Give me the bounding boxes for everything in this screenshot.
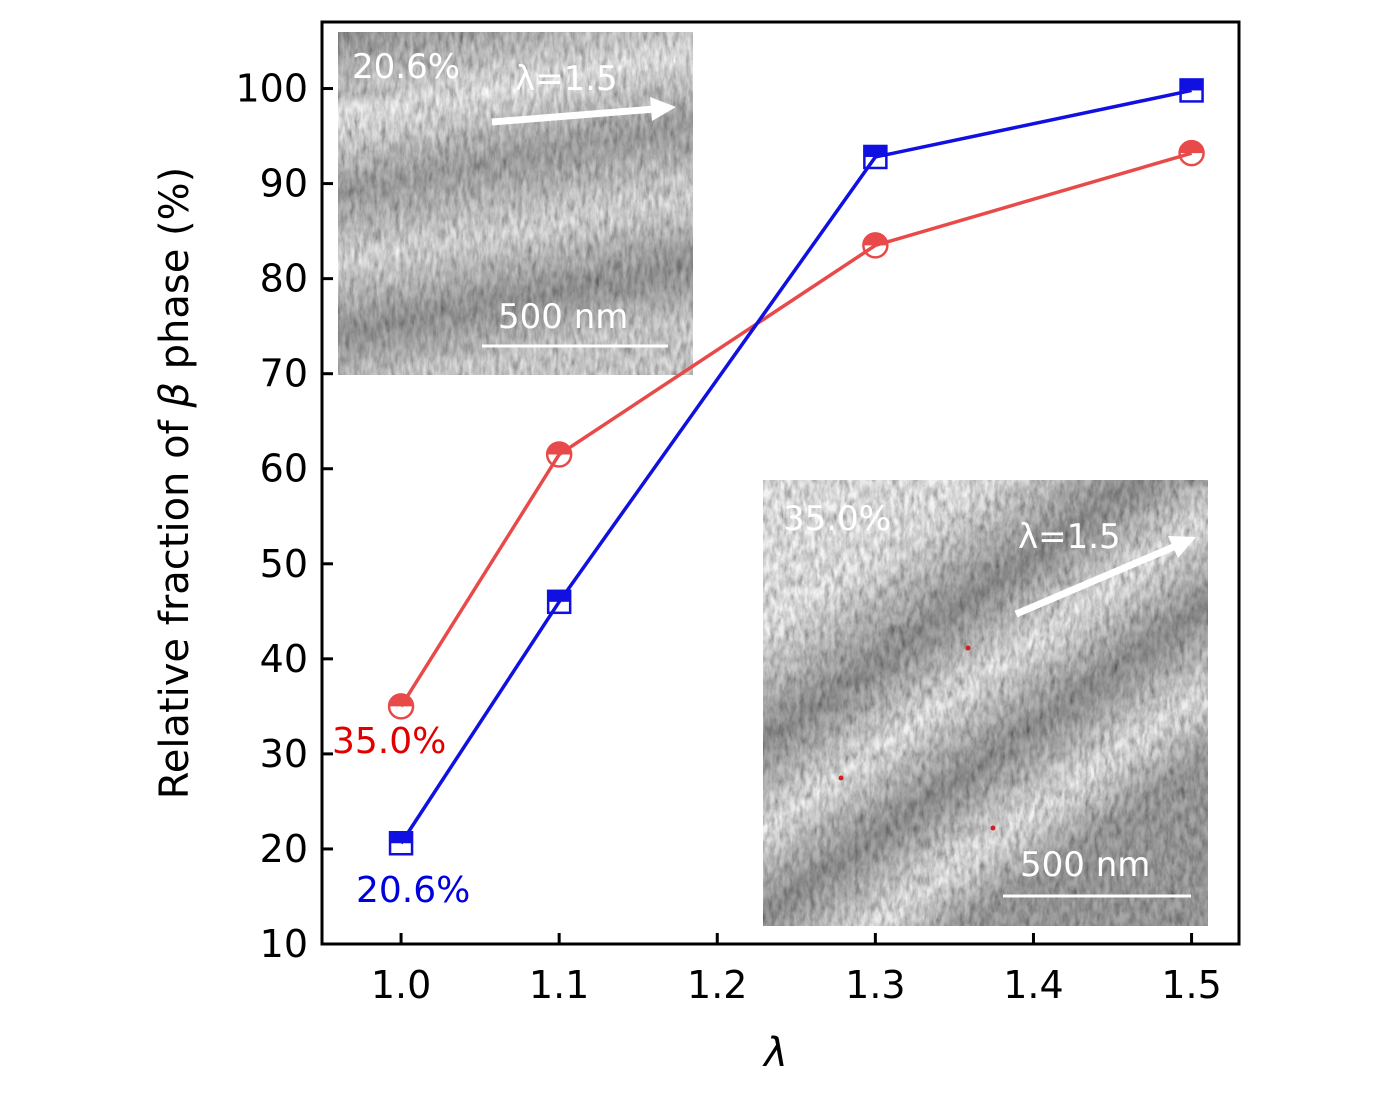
inset-top-left-arrow-shaft <box>491 105 656 126</box>
marker-fill <box>864 145 887 157</box>
inset-top-left: 20.6% λ=1.5 500 nm <box>338 32 693 375</box>
y-tick-label: 80 <box>260 257 308 301</box>
marker-fill <box>390 832 413 844</box>
marker-outline <box>545 441 573 468</box>
inset-bottom-right-stretch: λ=1.5 <box>1018 517 1121 557</box>
inset-top-left-arrow-head-icon <box>650 97 676 121</box>
y-tick-label: 60 <box>260 447 308 491</box>
plot-frame <box>320 20 1241 946</box>
x-tick-label: 1.2 <box>687 963 747 1007</box>
inset-bottom-right: 35.0% λ=1.5 500 nm <box>763 480 1208 926</box>
inset-speck <box>838 775 844 781</box>
inset-top-left-banding <box>338 32 693 375</box>
inset-speck <box>965 645 971 651</box>
y-tick-label: 20 <box>260 827 308 871</box>
y-tick-label: 50 <box>260 542 308 586</box>
x-tick-label: 1.3 <box>845 963 905 1007</box>
square-series-marker <box>546 589 572 615</box>
circle-series-marker <box>387 693 415 720</box>
circle-series-line <box>399 151 1193 708</box>
inset-bottom-right-scale-label: 500 nm <box>1020 845 1150 885</box>
inset-bottom-right-percent: 35.0% <box>783 499 891 539</box>
square-series-marker <box>863 144 888 170</box>
inset-top-left-scale-label: 500 nm <box>498 297 628 337</box>
y-tick-label: 90 <box>260 162 308 206</box>
marker-outline <box>388 830 414 856</box>
y-axis-title-prefix: Relative fraction of <box>152 408 198 800</box>
y-axis-title: Relative fraction of β phase (%) <box>152 167 198 800</box>
marker-fill <box>548 590 571 602</box>
inset-top-left-stretch: λ=1.5 <box>515 59 618 99</box>
y-tick-label: 100 <box>235 67 308 111</box>
marker-outline <box>863 144 888 170</box>
circle-series-marker <box>1178 139 1205 167</box>
x-tick-label: 1.5 <box>1161 963 1221 1007</box>
marker-outline <box>387 693 415 720</box>
square-series-marker <box>1179 78 1204 103</box>
series <box>387 78 1205 856</box>
marker-fill <box>1180 79 1203 91</box>
x-tick-label: 1.4 <box>1003 963 1063 1007</box>
marker-outline <box>1178 139 1205 167</box>
axes: 1.0 1.1 1.2 1.3 1.4 1.5 10 20 30 40 50 60 70 80 90 100 <box>235 67 1221 1007</box>
marker-outline <box>862 232 889 259</box>
marker-outline <box>546 589 572 615</box>
inset-speck <box>990 825 996 831</box>
square-series-annotation: 20.6% <box>356 870 470 911</box>
y-tick-label: 10 <box>260 922 308 966</box>
square-series-marker <box>388 830 414 856</box>
y-axis-title-symbol: β <box>152 382 198 409</box>
inset-bottom-right-arrow-head-icon <box>1168 536 1196 558</box>
inset-top-left-percent: 20.6% <box>352 47 460 87</box>
x-tick-label: 1.1 <box>529 963 589 1007</box>
y-tick-label: 30 <box>260 732 308 776</box>
y-tick-label: 40 <box>260 637 308 681</box>
y-tick-label: 70 <box>260 352 308 396</box>
y-axis-title-suffix: phase (%) <box>152 167 198 382</box>
x-tick-label: 1.0 <box>371 963 431 1007</box>
circle-series-marker <box>862 232 889 259</box>
inset-bottom-right-banding <box>763 480 1208 926</box>
inset-bottom-right-arrow-shaft <box>1014 541 1180 618</box>
square-series-line <box>399 88 1192 845</box>
circle-series-marker <box>545 441 573 468</box>
circle-series-annotation: 35.0% <box>332 721 446 762</box>
x-axis-title: λ <box>762 1030 788 1076</box>
marker-outline <box>1179 78 1204 103</box>
